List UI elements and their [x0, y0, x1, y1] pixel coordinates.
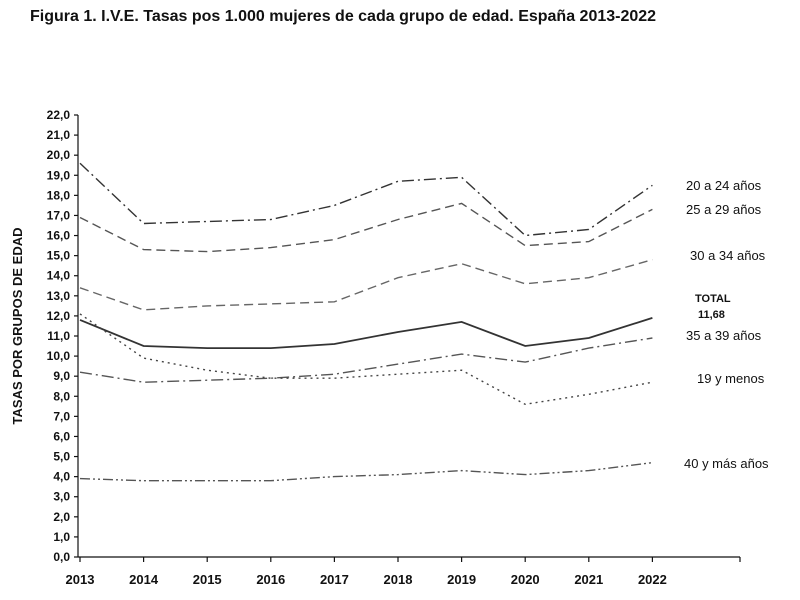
x-tick-label: 2018	[384, 572, 413, 587]
x-tick-label: 2016	[256, 572, 285, 587]
x-axis-ticks: 2013 2014 2015 2016 2017 2018 2019 2020 2021 2022	[66, 557, 741, 587]
y-tick-label: 14,0	[47, 269, 71, 283]
series-lines	[79, 162, 653, 482]
y-tick-label: 3,0	[53, 490, 70, 504]
y-tick-label: 19,0	[47, 168, 71, 182]
y-tick-label: 22,0	[47, 108, 71, 122]
series-line-30-a-34-años	[79, 259, 653, 311]
y-axis-ticks: 0,0 1,0 2,0 3,0 4,0 5,0 6,0 7,0 8,0 9,0 10,0 11,0 12…	[47, 108, 78, 564]
series-labels: 20 a 24 años 25 a 29 años 30 a 34 años 35 a…	[684, 178, 769, 471]
y-tick-label: 8,0	[53, 389, 70, 403]
y-tick-label: 20,0	[47, 148, 71, 162]
y-tick-label: 11,0	[47, 329, 70, 343]
y-tick-label: 1,0	[53, 530, 70, 544]
x-tick-label: 2020	[511, 572, 540, 587]
series-line-25-a-29-años	[79, 202, 653, 253]
series-label: 19 y menos	[697, 371, 765, 386]
series-line-19-y-menos	[79, 313, 653, 406]
x-tick-label: 2013	[66, 572, 95, 587]
series-line-40-y-más-años	[79, 461, 653, 482]
series-line-35-a-39-años	[79, 337, 653, 383]
series-line-20-a-24-años	[79, 162, 653, 237]
y-tick-label: 6,0	[53, 429, 70, 443]
y-tick-label: 15,0	[47, 249, 71, 263]
series-label: 40 y más años	[684, 456, 769, 471]
y-tick-label: 12,0	[47, 309, 71, 323]
x-tick-label: 2021	[574, 572, 603, 587]
y-tick-label: 10,0	[47, 349, 71, 363]
y-tick-label: 18,0	[47, 188, 71, 202]
x-tick-label: 2015	[193, 572, 222, 587]
y-tick-label: 7,0	[53, 409, 70, 423]
x-tick-label: 2017	[320, 572, 349, 587]
y-tick-label: 5,0	[53, 450, 70, 464]
total-annotation-label: TOTAL	[695, 293, 731, 305]
y-tick-label: 2,0	[53, 510, 70, 524]
y-tick-label: 17,0	[47, 208, 71, 222]
x-tick-label: 2019	[447, 572, 476, 587]
series-label: 25 a 29 años	[686, 202, 762, 217]
series-label: 35 a 39 años	[686, 328, 762, 343]
y-tick-label: 13,0	[47, 289, 71, 303]
x-tick-label: 2014	[129, 572, 159, 587]
y-axis-title: TASAS POR GRUPOS DE EDAD	[10, 228, 25, 425]
y-tick-label: 9,0	[53, 369, 70, 383]
series-label: 30 a 34 años	[690, 248, 766, 263]
y-tick-label: 21,0	[47, 128, 71, 142]
series-line-total	[79, 317, 653, 350]
total-annotation-value: 11,68	[698, 309, 725, 321]
series-label: 20 a 24 años	[686, 178, 762, 193]
x-tick-label: 2022	[638, 572, 667, 587]
chart-title: Figura 1. I.V.E. Tasas pos 1.000 mujeres…	[30, 8, 657, 25]
y-tick-label: 16,0	[47, 229, 71, 243]
y-tick-label: 0,0	[53, 550, 70, 564]
y-tick-label: 4,0	[53, 470, 70, 484]
